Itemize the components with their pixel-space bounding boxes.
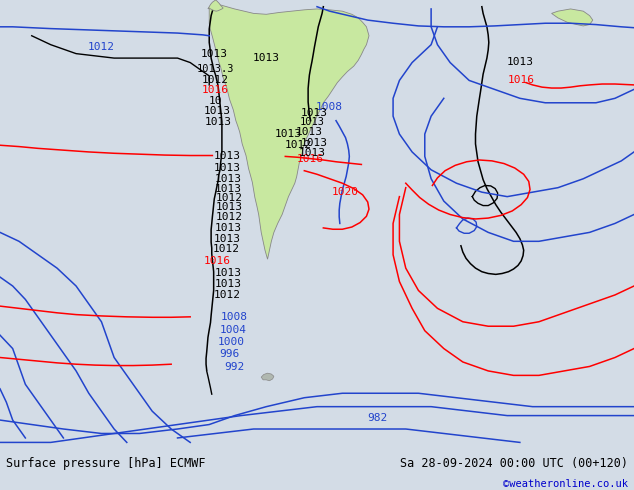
Text: 1013: 1013 (299, 118, 325, 127)
Text: 10: 10 (209, 96, 223, 105)
Text: 1013.3: 1013.3 (197, 64, 235, 74)
Text: 1016: 1016 (508, 75, 534, 85)
Text: 1013: 1013 (216, 202, 243, 212)
Text: 1013: 1013 (214, 234, 240, 244)
Text: 1016: 1016 (204, 256, 230, 267)
Text: 992: 992 (224, 362, 245, 372)
Text: 996: 996 (219, 349, 240, 359)
Text: 1008: 1008 (316, 102, 343, 112)
Text: 1013: 1013 (301, 138, 327, 148)
Text: 1004: 1004 (220, 325, 247, 335)
Text: 1013: 1013 (205, 117, 231, 126)
Text: 1016: 1016 (202, 85, 229, 95)
Polygon shape (552, 9, 593, 26)
Text: 1012: 1012 (214, 290, 240, 300)
Text: Sa 28-09-2024 00:00 UTC (00+120): Sa 28-09-2024 00:00 UTC (00+120) (399, 457, 628, 470)
Text: 1013: 1013 (215, 223, 242, 233)
Text: 1013: 1013 (215, 268, 242, 278)
Text: Surface pressure [hPa] ECMWF: Surface pressure [hPa] ECMWF (6, 457, 206, 470)
Text: 1013: 1013 (296, 127, 323, 137)
Text: 1008: 1008 (221, 312, 248, 322)
Text: 1020: 1020 (332, 187, 359, 197)
Text: 1012: 1012 (285, 140, 311, 150)
Text: 1012: 1012 (212, 245, 239, 254)
Text: 1016: 1016 (297, 154, 324, 164)
Polygon shape (261, 373, 274, 381)
Polygon shape (209, 4, 369, 259)
Text: 1012: 1012 (202, 75, 229, 85)
Text: 1013: 1013 (214, 151, 240, 161)
Text: 1013: 1013 (299, 148, 325, 158)
Text: 1012: 1012 (216, 212, 243, 222)
Text: 1012: 1012 (216, 193, 243, 202)
Text: ©weatheronline.co.uk: ©weatheronline.co.uk (503, 479, 628, 489)
Text: 1013: 1013 (507, 57, 533, 67)
Text: 1013: 1013 (253, 53, 280, 63)
Text: 982: 982 (367, 413, 387, 423)
Text: 1012: 1012 (88, 42, 115, 52)
Text: 1013: 1013 (215, 174, 242, 184)
Text: 1013: 1013 (301, 108, 327, 118)
Text: 1013: 1013 (215, 184, 242, 194)
Text: 1013: 1013 (215, 279, 242, 289)
Text: 1000: 1000 (218, 337, 245, 347)
Text: 1013: 1013 (204, 106, 230, 116)
Text: 1013: 1013 (214, 163, 240, 172)
Text: 1013: 1013 (275, 129, 302, 139)
Polygon shape (208, 0, 223, 11)
Text: 1013: 1013 (201, 49, 228, 59)
